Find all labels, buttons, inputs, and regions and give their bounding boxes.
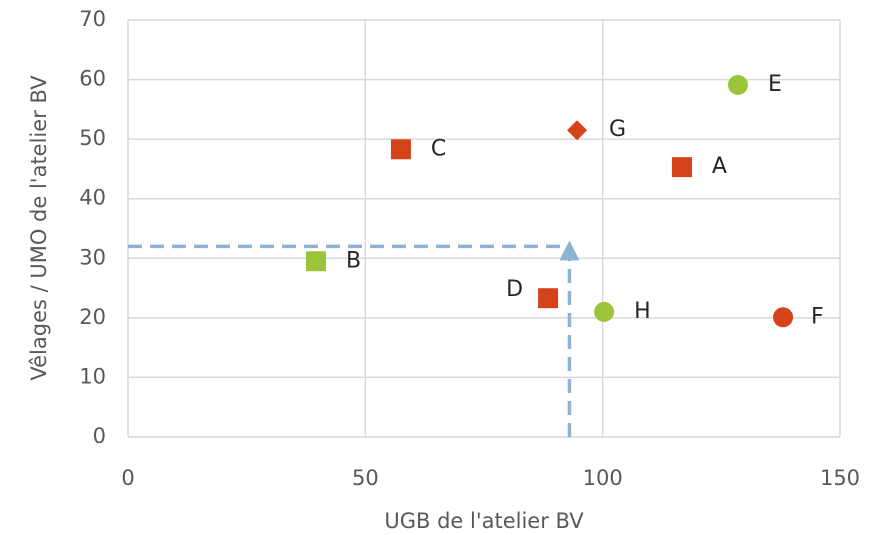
point — [305, 251, 326, 272]
y-tick-label: 20 — [79, 305, 106, 329]
point — [567, 120, 588, 141]
y-tick-label: 70 — [79, 7, 106, 31]
point-label: A — [712, 154, 727, 179]
x-tick-label: 100 — [583, 466, 623, 490]
point — [538, 288, 559, 309]
point — [594, 301, 615, 322]
point-label: C — [431, 136, 446, 161]
y-tick-label: 10 — [79, 364, 106, 388]
point — [390, 139, 411, 160]
point — [773, 307, 794, 328]
point-label: E — [768, 72, 782, 97]
point-label: H — [634, 299, 651, 324]
x-tick-label: 0 — [121, 466, 134, 490]
x-tick-label: 150 — [820, 466, 860, 490]
point-label: F — [811, 304, 824, 329]
y-tick-label: 30 — [79, 245, 106, 269]
point — [727, 74, 748, 95]
y-tick-label: 40 — [79, 186, 106, 210]
y-tick-label: 60 — [79, 67, 106, 91]
y-axis-label: Vêlages / UMO de l'atelier BV — [27, 75, 51, 381]
point-label: D — [506, 277, 523, 302]
arrow-head — [559, 240, 580, 261]
y-tick-label: 0 — [93, 424, 106, 448]
point-label: B — [346, 248, 361, 273]
x-axis-label: UGB de l'atelier BV — [384, 509, 584, 533]
point-label: G — [609, 117, 626, 142]
point — [671, 157, 692, 178]
y-tick-label: 50 — [79, 126, 106, 150]
x-tick-label: 50 — [352, 466, 379, 490]
